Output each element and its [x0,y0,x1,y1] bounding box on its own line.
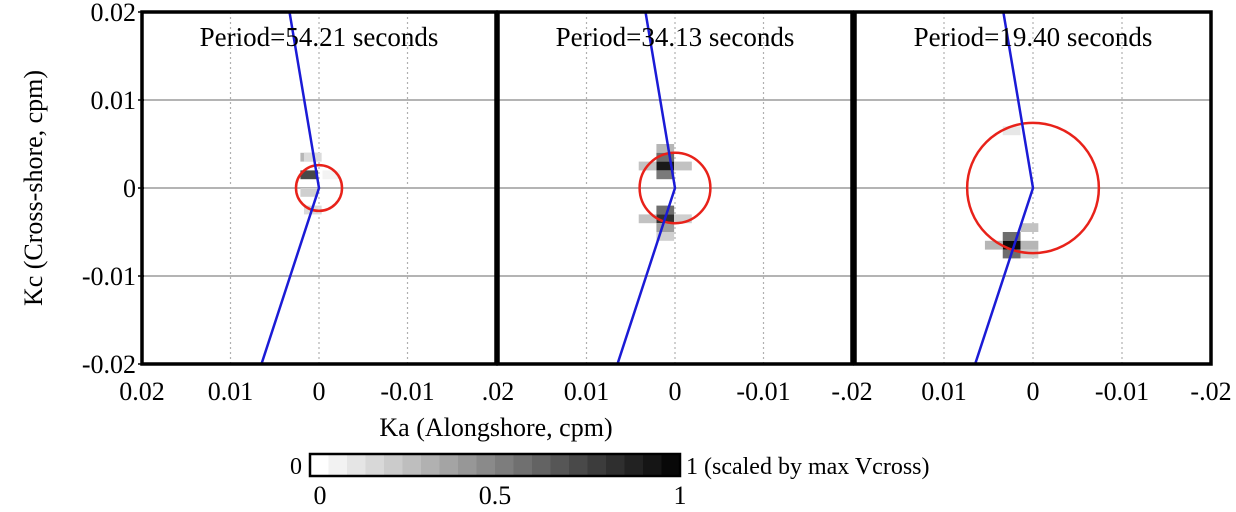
x-axis-label: Ka (Alongshore, cpm) [379,413,612,442]
panel-title: Period=19.40 seconds [914,22,1153,52]
colorbar-frame [308,452,682,478]
heatmap-cell [656,152,675,162]
heatmap-cell [1020,240,1039,250]
heatmap-cell [300,170,319,180]
heatmap-cell [656,232,675,241]
heatmap-cell [656,205,675,215]
y-tick-label: -0.01 [82,262,136,291]
heatmap-cell [322,170,341,180]
heatmap-cell [1002,126,1021,136]
colorbar-cell [328,454,348,476]
colorbar-cell [569,454,588,476]
y-tick-label: 0 [123,174,136,203]
heatmap-cell [984,240,1003,250]
y-axis-label: Kc (Cross-shore, cpm) [19,70,48,306]
colorbar-cell [458,454,477,476]
wavenumber-circle [638,151,712,225]
colorbar-cell [476,454,496,476]
colorbar-cell [439,454,459,476]
panel-frame [853,10,1213,366]
panel-1: Period=54.21 seconds 0.02 0.01 0 -0.01 [119,10,498,406]
heatmap-cell [1002,232,1021,241]
panel-3: Period=19.40 seconds 0.01 0 -0.01 -.02 [853,10,1232,406]
panel-2: Period=34.13 seconds .02 0.01 0 -0.01 -.02 [482,10,873,406]
x-tick-label: -0.01 [736,377,790,406]
colorbar-cell [661,454,681,476]
colorbar-cell [495,454,514,476]
heatmap-cell [300,188,319,197]
colorbar-cell [606,454,625,476]
x-tick-label: .02 [482,377,515,406]
y-tick-label: 0.01 [91,86,137,115]
heatmap-cell [674,214,692,224]
dispersion-line [973,12,1035,364]
colorbar-tick-labels: 0 0.5 1 [314,481,687,510]
colorbar-cell [643,454,662,476]
x-tick-label: 0.02 [119,377,165,406]
heatmap-cell [674,161,692,171]
panel-plot-area [855,12,1211,364]
colorbar-cell [624,454,644,476]
y-tick-labels: 0.02 0.01 0 -0.01 -0.02 [82,0,144,379]
colorbar-cell [587,454,607,476]
x-tick-label: 0.01 [921,377,967,406]
y-tick-label: -0.02 [82,350,136,379]
colorbar-cells [308,452,682,478]
panel-title: Period=34.13 seconds [556,22,795,52]
y-tick-label: 0.02 [91,0,137,27]
colorbar-cell [550,454,570,476]
dispersion-line [616,12,677,364]
colorbar-tick-label: 1 [674,481,687,510]
x-tick-label: 0 [669,377,682,406]
panel-title: Period=54.21 seconds [200,22,439,52]
panel-plot-area [142,12,496,364]
x-tick-label: -0.01 [1095,377,1149,406]
colorbar-cell [384,454,403,476]
x-tick-label: 0.01 [564,377,610,406]
wavenumber-circle [294,163,344,213]
colorbar-cell [532,454,551,476]
x-tick-label: -.02 [1190,377,1231,406]
panel-plot-area [498,12,852,364]
dispersion-line [260,12,321,364]
x-tick-label: -.02 [831,377,872,406]
colorbar-cell [310,454,329,476]
colorbar-max-label: 1 (scaled by max Vcross) [686,454,930,480]
colorbar-cell [347,454,366,476]
heatmap-cell [1020,223,1039,232]
heatmap-cell [656,144,675,153]
wavenumber-circle [965,121,1101,255]
colorbar-tick-label: 0 [314,481,327,510]
x-tick-label: 0.01 [208,377,254,406]
colorbar-cell [513,454,533,476]
heatmap-cell [656,223,675,232]
colorbar-cell [421,454,440,476]
colorbar-cell [365,454,385,476]
heatmap-cell [638,214,657,224]
x-tick-label: 0 [313,377,326,406]
heatmap-cell [656,161,675,171]
colorbar: 0 1 (scaled by max Vcross) 0 0.5 1 [290,452,930,510]
heatmap-cell [1002,240,1021,250]
x-tick-label: 0 [1027,377,1040,406]
colorbar-min-label: 0 [290,454,302,480]
colorbar-tick-label: 0.5 [479,481,512,510]
y-axis: Kc (Cross-shore, cpm) 0.02 0.01 0 -0.01 -0.0… [19,0,144,379]
heatmap-cell [656,170,675,180]
panel-frame [496,10,854,366]
x-tick-label: -0.01 [380,377,434,406]
colorbar-cell [402,454,422,476]
